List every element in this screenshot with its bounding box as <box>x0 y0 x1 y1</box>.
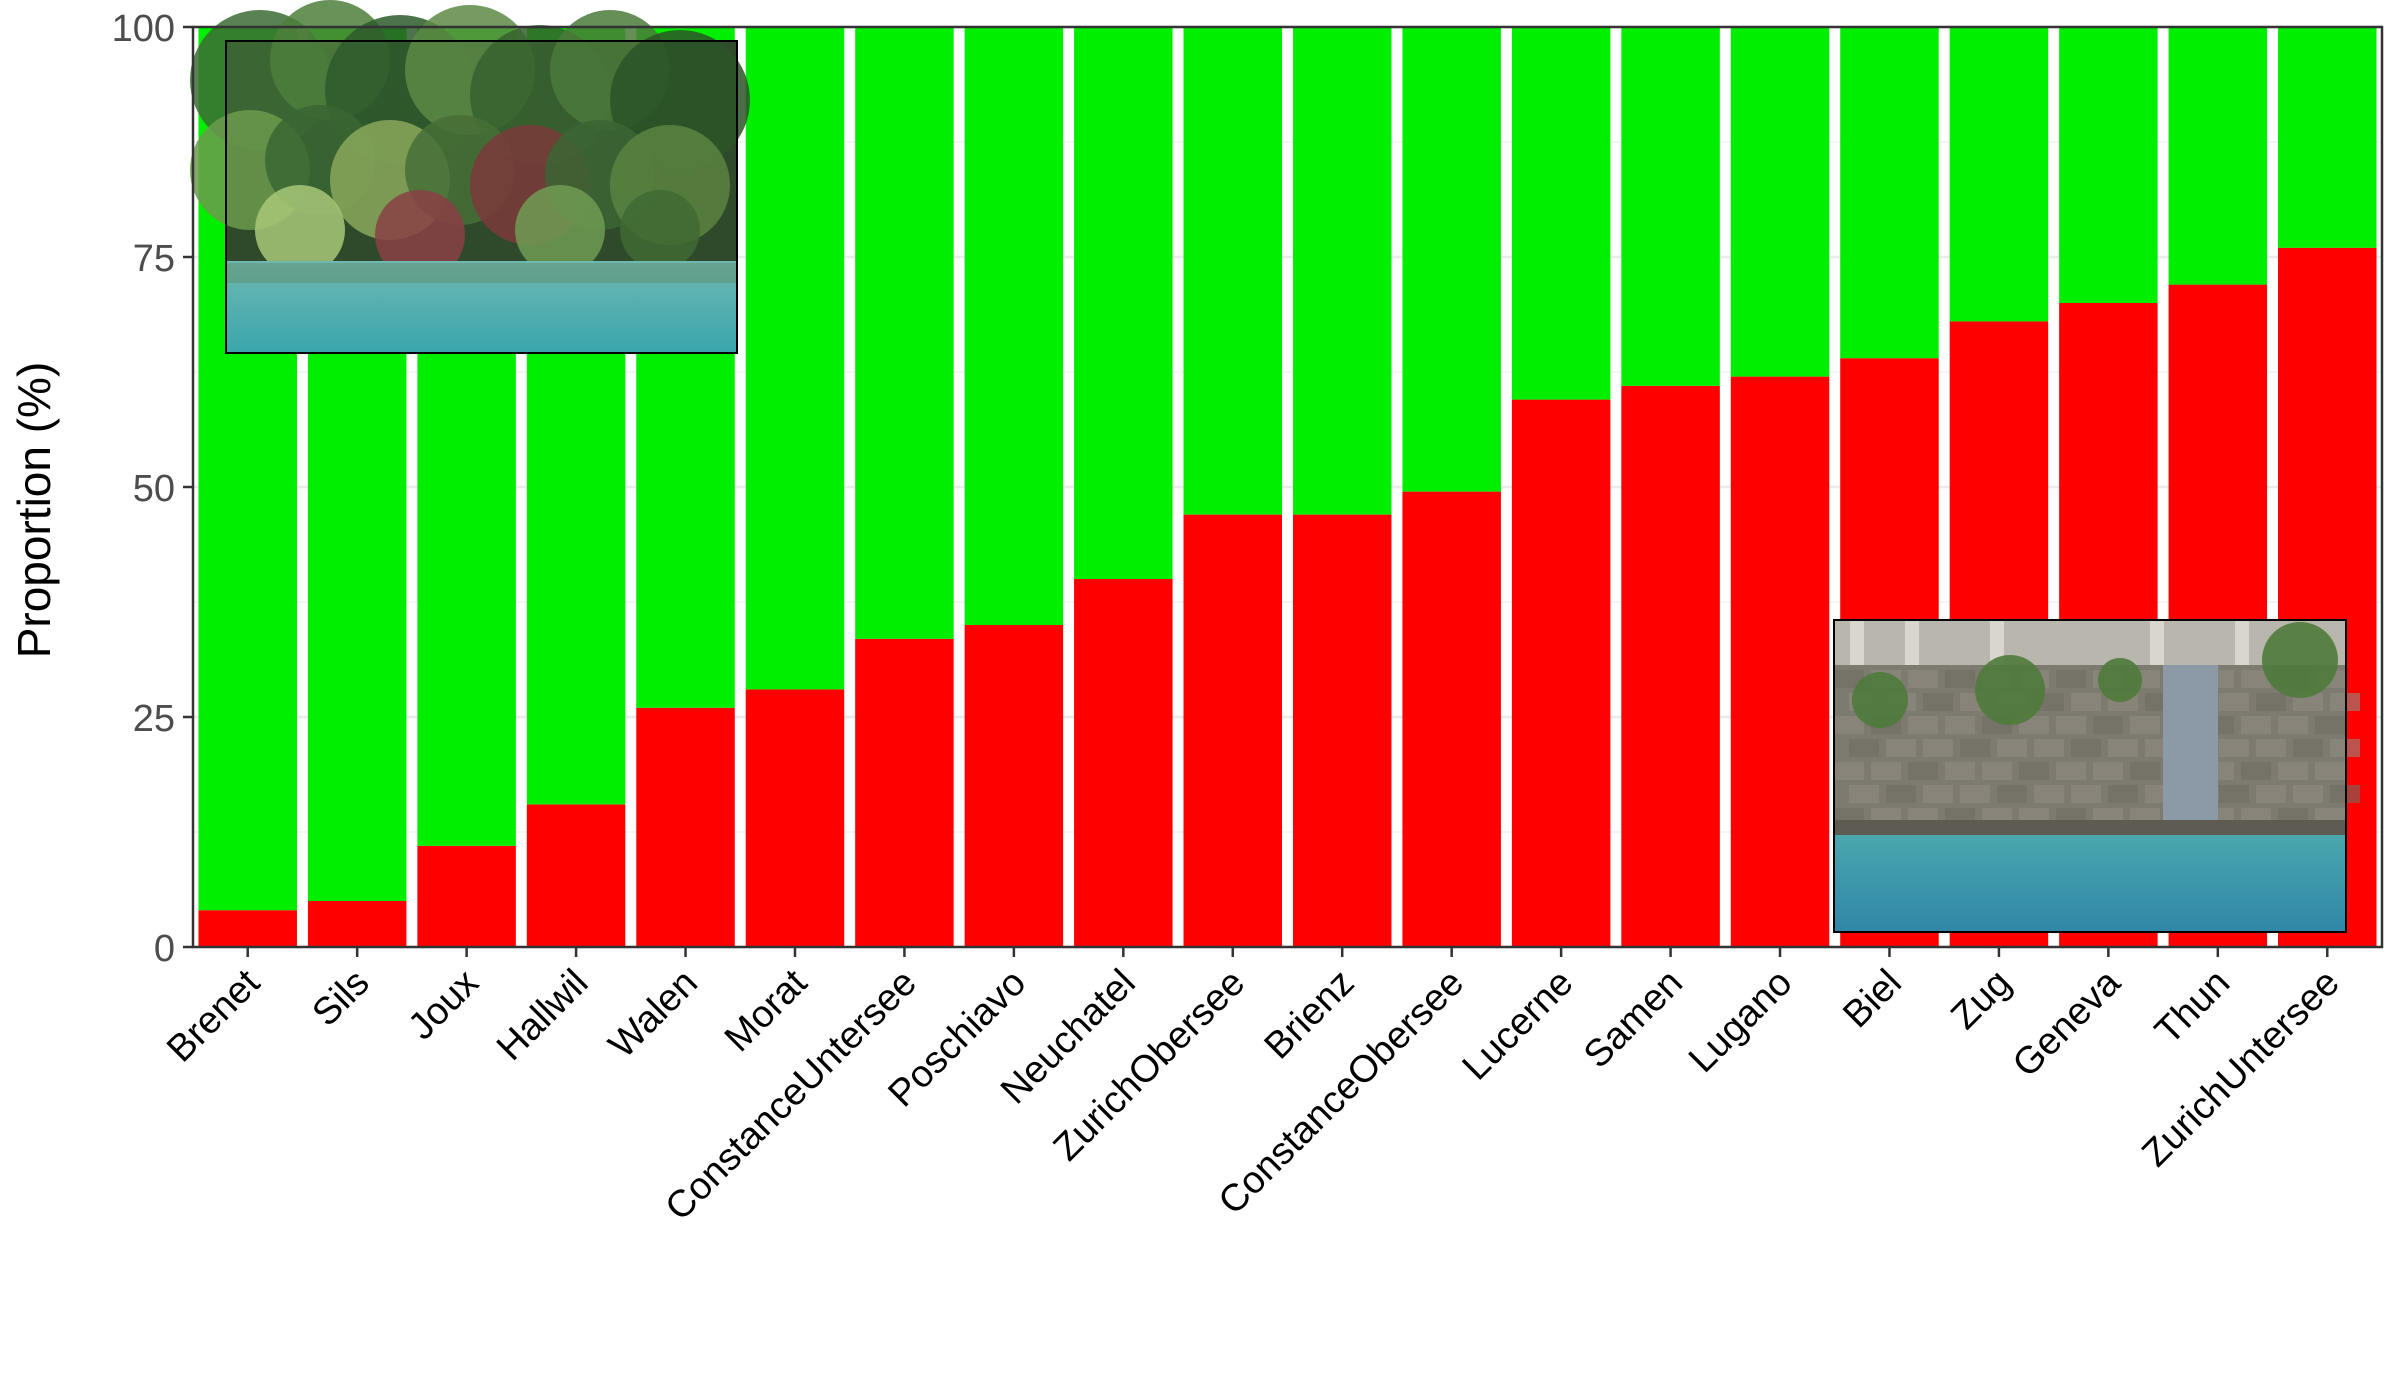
bar-segment-green-zurichobersee <box>1183 27 1283 515</box>
bar-segment-green-samen <box>1621 27 1720 386</box>
x-tick-label-morat: Morat <box>717 961 816 1060</box>
bar-segment-red-brienz <box>1292 514 1392 947</box>
bar-segment-red-morat <box>745 689 845 947</box>
bar-segment-red-constanceobersee <box>1402 491 1501 947</box>
bar-segment-red-lucerne <box>1511 399 1611 948</box>
y-tick-label: 50 <box>133 468 175 510</box>
y-tick-label: 100 <box>112 8 175 50</box>
bar-segment-green-geneva <box>2059 27 2158 303</box>
bar-segment-red-joux <box>417 845 516 947</box>
x-tick-label-joux: Joux <box>401 962 487 1048</box>
x-tick-label-geneva: Geneva <box>2005 961 2129 1085</box>
x-tick-label-brienz: Brienz <box>1257 962 1363 1068</box>
y-tick-label: 0 <box>154 928 175 970</box>
y-axis-label: Proportion (%) <box>8 362 60 659</box>
bar-segment-green-morat <box>745 27 845 690</box>
bar-segment-red-constanceuntersee <box>855 638 954 947</box>
bar-segment-green-thun <box>2168 27 2268 285</box>
x-tick-label-sils: Sils <box>305 962 378 1035</box>
bar-segment-red-hallwil <box>526 804 626 947</box>
x-tick-label-zurichobersee: ZurichObersee <box>1046 962 1253 1169</box>
bar-segment-red-brenet <box>198 910 297 947</box>
x-tick-label-brenet: Brenet <box>159 961 268 1070</box>
photo-insets <box>190 0 2360 933</box>
bar-segment-red-samen <box>1621 385 1720 947</box>
bar-segment-green-lugano <box>1730 27 1830 377</box>
x-tick-label-lucerne: Lucerne <box>1455 962 1582 1089</box>
bar-segment-red-zurichobersee <box>1183 514 1283 947</box>
bars <box>198 27 2377 948</box>
bar-segment-red-walen <box>636 707 735 947</box>
photo-inset-vegetated-shore <box>190 0 750 354</box>
x-tick-label-samen: Samen <box>1576 962 1691 1077</box>
bar-segment-green-constanceobersee <box>1402 27 1501 492</box>
bar-segment-red-poschiavo <box>964 625 1064 947</box>
x-tick-label-biel: Biel <box>1835 962 1910 1037</box>
bar-segment-red-neuchatel <box>1074 579 1173 947</box>
y-tick-label: 25 <box>133 698 175 740</box>
bar-segment-red-lugano <box>1730 376 1830 948</box>
bar-segment-green-zurichuntersee <box>2278 27 2377 248</box>
x-tick-label-zurichuntersee: ZurichUntersee <box>2134 962 2347 1175</box>
bar-segment-green-zug <box>1949 27 2049 322</box>
x-tick-label-thun: Thun <box>2147 962 2238 1053</box>
photo-inset-stone-wall-shore <box>1833 619 2360 933</box>
bar-segment-green-lucerne <box>1511 27 1611 400</box>
bar-segment-green-biel <box>1840 27 1939 359</box>
bar-segment-green-brienz <box>1292 27 1392 515</box>
y-tick-label: 75 <box>133 238 175 280</box>
x-tick-label-hallwil: Hallwil <box>489 962 596 1069</box>
bar-segment-green-neuchatel <box>1074 27 1173 579</box>
x-tick-label-zug: Zug <box>1943 962 2019 1038</box>
bar-segment-red-sils <box>307 901 407 947</box>
bar-segment-green-poschiavo <box>964 27 1064 625</box>
x-tick-label-lugano: Lugano <box>1681 962 1800 1081</box>
bar-segment-green-constanceuntersee <box>855 27 954 639</box>
x-tick-label-walen: Walen <box>601 962 706 1067</box>
